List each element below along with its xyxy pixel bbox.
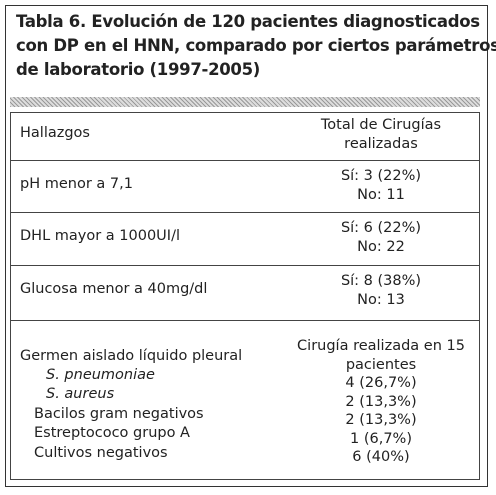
cell-line: pacientes: [345, 356, 417, 373]
table-row: Glucosa menor a 40mg/dl Sí: 8 (38%) No: 13: [11, 266, 479, 321]
table-row: DHL mayor a 1000UI/l Sí: 6 (22%) No: 22: [11, 213, 479, 266]
cell: pH menor a 7,1: [20, 175, 133, 194]
cell-line: pH menor a 7,1: [20, 176, 133, 192]
cell: Glucosa menor a 40mg/dl: [20, 280, 207, 299]
cell-line: S. pneumoniae: [46, 366, 155, 383]
cell-line: Sí: 6 (22%): [340, 220, 422, 236]
cell-line: 2 (13,3%): [345, 412, 417, 428]
cell-line: Germen aislado líquido pleural: [20, 348, 243, 364]
cell: Germen aislado líquido pleural S. pneumon…: [20, 347, 242, 463]
title-line: Tabla 6. Evolución de 120 pacientes diag…: [16, 12, 480, 31]
title-line: con DP en el HNN, comparado por ciertos …: [16, 36, 496, 55]
cell: Sí: 3 (22%) No: 11: [281, 167, 481, 204]
header-line: Total de Cirugías: [320, 117, 442, 133]
cell-line: 1 (6,7%): [350, 430, 412, 447]
cell-line: 2 (13,3%): [345, 393, 417, 410]
header-cell: Total de Cirugías realizadas: [281, 116, 481, 153]
cell-line: 6 (40%): [352, 449, 410, 465]
header-row: Hallazgos Total de Cirugías realizadas: [11, 113, 479, 161]
cell-line: Cultivos negativos: [34, 444, 168, 461]
cell-line: Estreptococo grupo A: [34, 425, 190, 441]
table-row: pH menor a 7,1 Sí: 3 (22%) No: 11: [11, 161, 479, 213]
cell-line: Sí: 3 (22%): [340, 168, 422, 184]
cell-line: Sí: 8 (38%): [340, 273, 422, 289]
title: Tabla 6. Evolución de 120 pacientes diag…: [16, 10, 496, 82]
cell-line: Glucosa menor a 40mg/dl: [20, 281, 208, 297]
divider: [10, 97, 480, 107]
cell-line: S. aureus: [46, 386, 115, 402]
cell-line: DHL mayor a 1000UI/l: [20, 228, 180, 244]
cell: Sí: 8 (38%) No: 13: [281, 272, 481, 309]
cell-line: No: 22: [357, 238, 405, 255]
frame: [5, 5, 488, 487]
cell: DHL mayor a 1000UI/l: [20, 227, 180, 246]
header-line: realizadas: [344, 135, 418, 152]
cell: Sí: 6 (22%) No: 22: [281, 219, 481, 256]
title-line: de laboratorio (1997-2005): [16, 60, 261, 79]
table: Hallazgos Total de Cirugías realizadas pH m…: [10, 112, 480, 480]
header-cell: Hallazgos: [20, 125, 90, 141]
cell-line: Cirugía realizada en 15: [297, 338, 465, 354]
cell-line: 4 (26,7%): [345, 375, 417, 391]
cell-line: No: 13: [357, 291, 405, 308]
cell-line: Bacilos gram negativos: [34, 405, 204, 422]
cell-line: No: 11: [357, 186, 405, 203]
cell: Cirugía realizada en 15 pacientes 4 (26,7%…: [281, 337, 481, 467]
table-row: Germen aislado líquido pleural S. pneumon…: [11, 321, 479, 479]
